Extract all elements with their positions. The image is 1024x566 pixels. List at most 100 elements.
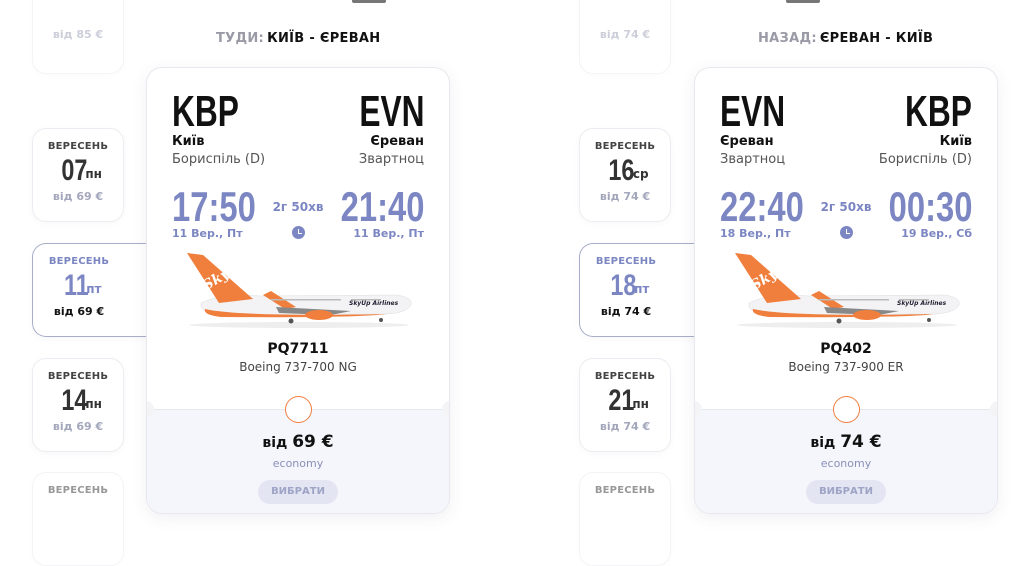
date-option[interactable]: ВЕРЕСЕНЬ 07пн від 69 € — [32, 128, 124, 222]
date-day: 07пн — [33, 155, 123, 187]
date-price: від 69 € — [52, 190, 104, 203]
destination-code: KBP — [905, 87, 972, 136]
origin-airport: Звартноц — [720, 152, 786, 167]
origin-airport: Бориспіль (D) — [172, 152, 266, 167]
departure-time: 22:40 — [720, 183, 804, 230]
skyup-plane-logo: SkyUp SkyUp Airlines — [187, 253, 412, 328]
direction-label: ТУДИ: — [216, 31, 265, 46]
departure-date: 11 Вер., Пт — [172, 227, 243, 240]
date-number: 11 — [63, 269, 89, 302]
flight-card: KBP EVN Київ Єреван Бориспіль (D) Звартноц 17:… — [146, 67, 450, 514]
flight-select-radio[interactable] — [833, 396, 860, 423]
card-notch — [442, 401, 449, 417]
date-month: ВЕРЕСЕНЬ — [47, 485, 109, 496]
date-number: 21 — [608, 384, 635, 417]
aircraft-type: Boeing 737-900 ER — [788, 360, 904, 374]
date-price: від 85 € — [52, 28, 104, 41]
origin-code: EVN — [720, 87, 786, 136]
date-day: 14пн — [33, 385, 123, 417]
flight-select-radio[interactable] — [285, 396, 312, 423]
date-option[interactable]: ВЕРЕСЕНЬ 16ср від 74 € — [579, 128, 671, 222]
departure-date: 18 Вер., Пт — [720, 227, 791, 240]
date-day — [580, 499, 670, 531]
arrival-time: 21:40 — [340, 183, 424, 230]
date-option[interactable]: ВЕРЕСЕНЬ 21пн від 74 € — [579, 358, 671, 452]
direction-title: НАЗАД: ЄРЕВАН - КИЇВ — [548, 31, 1024, 46]
date-month: ВЕРЕСЕНЬ — [48, 256, 110, 267]
date-option[interactable]: ВЕРЕСЕНЬ 11пт від 69 € — [32, 243, 162, 337]
arrival-time: 00:30 — [888, 183, 972, 230]
destination-city: Єреван — [370, 134, 424, 149]
date-day — [33, 499, 123, 531]
date-month: ВЕРЕСЕНЬ — [594, 485, 656, 496]
date-month: ВЕРЕСЕНЬ — [47, 371, 109, 382]
date-option[interactable]: ВЕРЕСЕНЬ 18пт від 74 € — [579, 243, 709, 337]
flight-duration: 2г 50хв — [820, 200, 872, 214]
date-month: ВЕРЕСЕНЬ — [594, 141, 656, 152]
date-price: від 69 € — [52, 420, 104, 433]
date-price: від 74 € — [599, 28, 651, 41]
aircraft-type: Boeing 737-700 NG — [239, 360, 357, 374]
price-amount: 69 € — [292, 432, 334, 452]
date-price: від 69 € — [53, 305, 105, 318]
date-option[interactable]: від 74 € — [579, 0, 671, 74]
date-selector: від 85 € ВЕРЕСЕНЬ 07пн від 69 € ВЕРЕСЕНЬ 11пт… — [32, 0, 162, 566]
direction-label: НАЗАД: — [758, 31, 817, 46]
flight-number: PQ7711 — [267, 341, 329, 357]
select-button[interactable]: ВИБРАТИ — [806, 480, 886, 504]
date-selector: від 74 € ВЕРЕСЕНЬ 16ср від 74 € ВЕРЕСЕНЬ 18пт… — [579, 0, 709, 566]
date-option[interactable]: ВЕРЕСЕНЬ — [579, 472, 671, 566]
flight-duration: 2г 50хв — [272, 200, 324, 214]
date-option[interactable]: ВЕРЕСЕНЬ 14пн від 69 € — [32, 358, 124, 452]
arrival-date: 19 Вер., Сб — [901, 227, 972, 240]
card-notch — [990, 401, 997, 417]
flight-number: PQ402 — [820, 341, 872, 357]
select-button[interactable]: ВИБРАТИ — [258, 480, 338, 504]
fare-price: від 69 € — [147, 432, 449, 452]
date-day: 11пт — [33, 270, 125, 302]
destination-airport: Звартноц — [358, 152, 424, 167]
svg-text:SkyUp Airlines: SkyUp Airlines — [349, 300, 399, 307]
price-prefix: від — [262, 435, 288, 451]
date-weekday: пт — [86, 282, 102, 296]
date-price: від 74 € — [599, 420, 651, 433]
departure-time: 17:50 — [172, 183, 256, 230]
price-amount: 74 € — [840, 432, 882, 452]
date-option[interactable]: ВЕРЕСЕНЬ — [32, 472, 124, 566]
date-weekday: пн — [85, 167, 102, 181]
direction-route: ЄРЕВАН - КИЇВ — [819, 31, 934, 46]
origin-code: KBP — [172, 87, 239, 136]
date-day: 18пт — [580, 270, 672, 302]
origin-city: Єреван — [720, 134, 774, 149]
date-day — [33, 5, 123, 25]
clock-icon — [840, 226, 853, 239]
date-month: ВЕРЕСЕНЬ — [595, 256, 657, 267]
direction-route: КИЇВ - ЄРЕВАН — [267, 31, 381, 46]
date-month: ВЕРЕСЕНЬ — [47, 141, 109, 152]
date-number: 14 — [61, 384, 88, 417]
flight-card: EVN KBP Єреван Київ Звартноц Бориспіль (D) 22:… — [694, 67, 998, 514]
fare-price: від 74 € — [695, 432, 997, 452]
card-notch — [695, 401, 702, 417]
card-notch — [147, 401, 154, 417]
direction-section-return: НАЗАД: ЄРЕВАН - КИЇВ від 74 € ВЕРЕСЕНЬ 16ср в… — [548, 0, 1024, 566]
scroll-indicator — [786, 0, 820, 3]
origin-city: Київ — [172, 134, 205, 149]
date-number: 07 — [61, 154, 88, 187]
direction-title: ТУДИ: КИЇВ - ЄРЕВАН — [0, 31, 480, 46]
date-weekday: пн — [85, 397, 102, 411]
arrival-date: 11 Вер., Пт — [353, 227, 424, 240]
destination-code: EVN — [358, 87, 424, 136]
airline-aircraft-image: SkyUp SkyUp Airlines — [181, 251, 417, 331]
date-option[interactable]: від 85 € — [32, 0, 124, 74]
direction-section-outbound: ТУДИ: КИЇВ - ЄРЕВАН від 85 € ВЕРЕСЕНЬ 07пн ві… — [0, 0, 480, 566]
destination-city: Київ — [939, 134, 972, 149]
skyup-plane-logo: SkyUp SkyUp Airlines — [735, 253, 960, 328]
airline-aircraft-image: SkyUp SkyUp Airlines — [729, 251, 965, 331]
date-month: ВЕРЕСЕНЬ — [594, 371, 656, 382]
date-weekday: пн — [632, 397, 649, 411]
date-number: 16 — [608, 154, 635, 187]
fare-class: economy — [272, 457, 324, 470]
date-number: 18 — [610, 269, 637, 302]
date-day: 16ср — [580, 155, 670, 187]
